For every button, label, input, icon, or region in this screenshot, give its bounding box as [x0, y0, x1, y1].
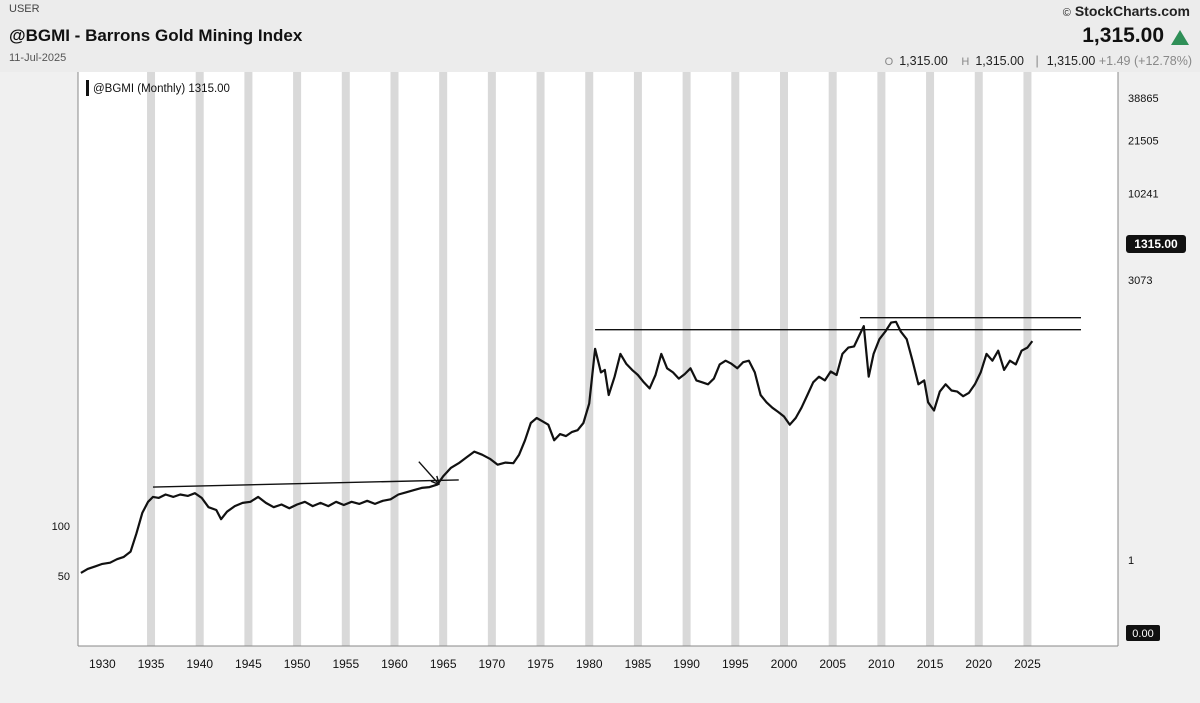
- x-tick-label: 1955: [332, 657, 359, 671]
- year-band: [974, 72, 983, 646]
- year-band: [731, 72, 740, 646]
- price-chart[interactable]: 1930 1935 1940 1945 1950 1955 1960 1965 1970 1975…: [0, 72, 1200, 698]
- year-band: [390, 72, 399, 646]
- last-value-badge: [1126, 235, 1186, 253]
- x-tick-label: 1930: [89, 657, 116, 671]
- x-tick-label: 1965: [430, 657, 457, 671]
- logo-text: StockCharts.com: [1074, 3, 1190, 19]
- last-price: 1,315.00: [1082, 24, 1164, 47]
- change-value: +1.49 (+12.78%): [1098, 54, 1192, 68]
- x-tick-label: 2005: [819, 657, 846, 671]
- x-tick-label: 1960: [381, 657, 408, 671]
- annotation-arrow: [418, 461, 440, 486]
- high-label: H: [961, 56, 970, 68]
- zero-label: 0.00: [1132, 628, 1153, 640]
- exchange-label: USER: [9, 3, 40, 15]
- year-band: [926, 72, 935, 646]
- series-line-bgmi: [80, 320, 1034, 574]
- x-tick-label: 1995: [722, 657, 749, 671]
- x-tick-label: 1970: [479, 657, 506, 671]
- y-tick-label-right: 10241: [1128, 189, 1159, 201]
- high-value: 1,315.00: [975, 54, 1024, 68]
- year-band: [828, 72, 837, 646]
- y-tick-label-left: 100: [52, 521, 70, 533]
- x-tick-label: 1940: [186, 657, 213, 671]
- year-band: [682, 72, 691, 646]
- year-band: [147, 72, 156, 646]
- up-arrow-icon: [1171, 30, 1189, 45]
- left-axis-panel: [0, 72, 78, 698]
- copyright-icon: ©: [1062, 7, 1071, 19]
- y-tick-label-right: 38865: [1128, 93, 1159, 105]
- x-tick-label: 1985: [625, 657, 652, 671]
- annotation-trendline: [152, 479, 459, 488]
- x-tick-label: 2000: [771, 657, 798, 671]
- year-band: [293, 72, 302, 646]
- x-tick-label: 2010: [868, 657, 895, 671]
- year-band: [487, 72, 496, 646]
- y-tick-label-right: 21505: [1128, 135, 1159, 147]
- stats-separator: |: [1035, 54, 1039, 68]
- x-tick-label: 1950: [284, 657, 311, 671]
- x-tick-label: 1935: [138, 657, 165, 671]
- x-tick-label: 1945: [235, 657, 262, 671]
- ohlc-stats: O 1,315.00 H 1,315.00 | 1,315.00 +1.49 (+12…: [875, 54, 1192, 68]
- year-band: [877, 72, 886, 646]
- year-band: [195, 72, 204, 646]
- year-band: [439, 72, 448, 646]
- chart-header: USER @BGMI - Barrons Gold Mining Index 1…: [0, 0, 1200, 72]
- x-tick-label: 1980: [576, 657, 603, 671]
- year-band: [585, 72, 594, 646]
- last-value-label: 1315.00: [1134, 237, 1178, 251]
- chart-area: 1930 1935 1940 1945 1950 1955 1960 1965 1970 1975…: [0, 72, 1200, 698]
- year-band: [536, 72, 545, 646]
- year-band: [341, 72, 350, 646]
- right-axis-one: 1: [1128, 555, 1134, 567]
- legend-swatch: [86, 80, 89, 96]
- x-tick-label: 1990: [673, 657, 700, 671]
- year-band: [633, 72, 642, 646]
- x-tick-label: 1975: [527, 657, 554, 671]
- x-tick-label: 2015: [917, 657, 944, 671]
- low-value: 1,315.00: [1046, 54, 1096, 68]
- year-band: [779, 72, 788, 646]
- chart-title: @BGMI - Barrons Gold Mining Index: [9, 26, 303, 45]
- x-tick-label: 2020: [965, 657, 992, 671]
- open-value: 1,315.00: [899, 54, 948, 68]
- year-band: [1023, 72, 1032, 646]
- year-band: [244, 72, 253, 646]
- y-tick-label-left: 50: [58, 571, 70, 583]
- x-tick-label: 2025: [1014, 657, 1041, 671]
- stockcharts-logo[interactable]: © StockCharts.com: [1063, 3, 1190, 19]
- chart-date: 11-Jul-2025: [9, 52, 67, 64]
- right-axis-panel: [1118, 72, 1200, 698]
- chart-legend: @BGMI (Monthly) 1315.00: [93, 83, 230, 95]
- y-tick-label-right: 3073: [1128, 275, 1152, 287]
- open-label: O: [884, 56, 894, 68]
- zero-badge: [1126, 625, 1160, 641]
